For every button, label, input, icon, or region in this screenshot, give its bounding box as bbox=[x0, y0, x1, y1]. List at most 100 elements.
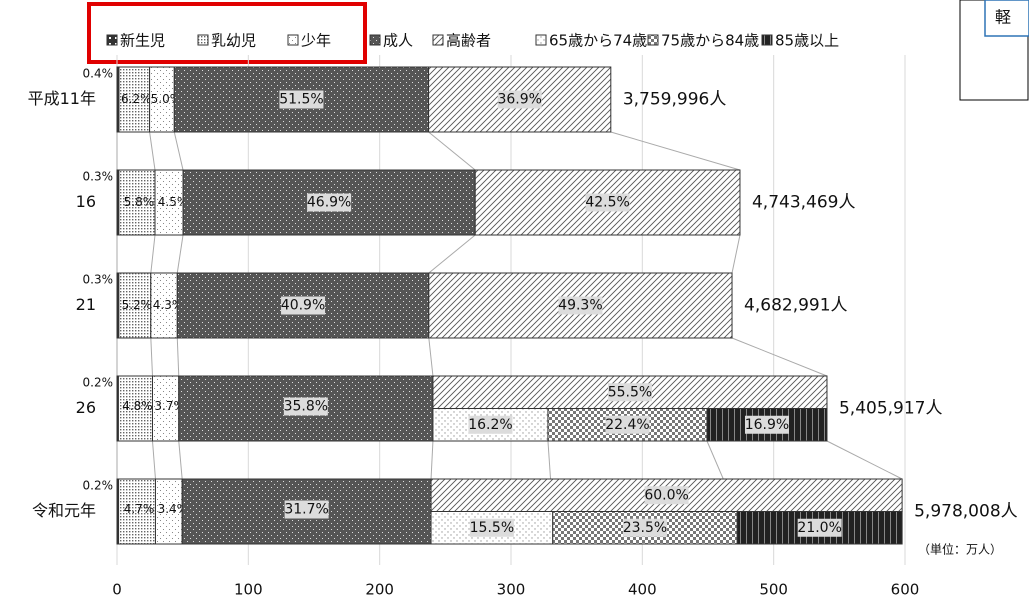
connector bbox=[150, 234, 156, 274]
legend-label: 乳幼児 bbox=[211, 32, 256, 50]
data-label: 35.8% bbox=[284, 399, 328, 415]
data-label: 0.3% bbox=[83, 170, 114, 184]
data-label: 5.8% bbox=[124, 195, 155, 209]
bar-segment bbox=[118, 272, 152, 339]
connector bbox=[826, 440, 903, 480]
label-bg bbox=[585, 193, 630, 212]
legend-swatch bbox=[197, 34, 209, 46]
label-bg bbox=[744, 415, 789, 434]
bar-segment bbox=[118, 169, 156, 236]
legend-label: 75歳から84歳 bbox=[661, 32, 759, 50]
connector bbox=[430, 440, 434, 480]
connector bbox=[176, 234, 184, 274]
data-label: 40.9% bbox=[281, 298, 325, 314]
bar-segment bbox=[118, 66, 151, 133]
x-tick-label: 200 bbox=[365, 581, 394, 599]
x-tick-label: 100 bbox=[234, 581, 263, 599]
data-label: 0.4% bbox=[83, 67, 114, 81]
data-label: 3.7% bbox=[154, 399, 185, 413]
data-label: 0.2% bbox=[83, 376, 114, 390]
label-bg bbox=[622, 518, 667, 537]
label-bg bbox=[281, 296, 326, 315]
connector bbox=[150, 337, 153, 377]
connector bbox=[428, 337, 434, 377]
data-label: 36.9% bbox=[497, 92, 541, 108]
data-label: 55.5% bbox=[608, 384, 652, 400]
x-tick-label: 0 bbox=[112, 581, 122, 599]
legend-swatch bbox=[432, 34, 444, 46]
data-label: 6.2% bbox=[121, 92, 152, 106]
highlight-box bbox=[87, 2, 367, 64]
bar-segment bbox=[117, 375, 153, 442]
unit-label: （単位：万人） bbox=[918, 542, 1002, 557]
connector bbox=[178, 440, 183, 480]
legend-label: 少年 bbox=[301, 32, 331, 50]
connector bbox=[152, 440, 156, 480]
label-bg bbox=[469, 518, 514, 537]
data-label: 51.5% bbox=[279, 92, 323, 108]
legend-swatch bbox=[761, 34, 773, 46]
data-label: 4.7% bbox=[124, 502, 155, 516]
data-label: 42.5% bbox=[585, 195, 629, 211]
data-label: 31.7% bbox=[284, 502, 328, 518]
side-box bbox=[959, 0, 1029, 101]
data-label: 60.0% bbox=[644, 487, 688, 503]
label-bg bbox=[607, 383, 652, 402]
y-tick-label: 26 bbox=[76, 398, 96, 417]
data-label: 4.3% bbox=[153, 298, 184, 312]
data-label: 16.9% bbox=[745, 417, 789, 433]
data-label: 5.2% bbox=[122, 298, 153, 312]
y-tick-label: 令和元年 bbox=[32, 501, 96, 520]
connector bbox=[731, 234, 741, 274]
bar-segment bbox=[154, 169, 184, 236]
total-label: 3,759,996人 bbox=[623, 90, 727, 110]
legend-swatch bbox=[369, 34, 381, 46]
x-tick-label: 300 bbox=[497, 581, 526, 599]
data-label: 15.5% bbox=[470, 520, 514, 536]
legend-swatch bbox=[535, 34, 547, 46]
connector bbox=[149, 131, 156, 171]
legend-label: 85歳以上 bbox=[775, 32, 839, 50]
label-bg bbox=[284, 500, 329, 519]
legend-label: 65歳から74歳 bbox=[549, 32, 647, 50]
side-note: 軽 bbox=[995, 8, 1011, 27]
legend-swatch bbox=[287, 34, 299, 46]
label-bg bbox=[558, 296, 603, 315]
side-note-box bbox=[984, 0, 1029, 37]
data-label: 16.2% bbox=[468, 417, 512, 433]
data-label: 22.4% bbox=[605, 417, 649, 433]
data-label: 5.0% bbox=[151, 92, 182, 106]
legend-swatch bbox=[106, 34, 118, 46]
label-bg bbox=[497, 90, 542, 109]
y-tick-label: 21 bbox=[76, 295, 96, 314]
label-bg bbox=[605, 415, 650, 434]
label-bg bbox=[644, 486, 689, 505]
connector bbox=[176, 337, 180, 377]
bar-segment bbox=[118, 478, 156, 545]
data-label: 0.2% bbox=[83, 479, 114, 493]
data-label: 4.8% bbox=[122, 399, 153, 413]
x-tick-label: 400 bbox=[628, 581, 657, 599]
y-tick-label: 16 bbox=[76, 192, 96, 211]
connector bbox=[173, 131, 184, 171]
total-label: 5,405,917人 bbox=[839, 399, 943, 419]
connector bbox=[731, 337, 828, 377]
data-label: 46.9% bbox=[307, 195, 351, 211]
connector bbox=[428, 131, 476, 171]
total-label: 5,978,008人 bbox=[914, 502, 1018, 522]
bar-segment bbox=[149, 66, 175, 133]
legend-label: 新生児 bbox=[120, 32, 165, 50]
data-label: 3.4% bbox=[158, 502, 189, 516]
x-tick-label: 500 bbox=[759, 581, 788, 599]
label-bg bbox=[797, 518, 842, 537]
data-label: 49.3% bbox=[558, 298, 602, 314]
label-bg bbox=[283, 397, 328, 416]
data-label: 21.0% bbox=[797, 520, 841, 536]
x-tick-label: 600 bbox=[891, 581, 920, 599]
total-label: 4,682,991人 bbox=[744, 296, 848, 316]
connector bbox=[610, 131, 741, 171]
connector bbox=[428, 234, 476, 274]
legend-swatch bbox=[647, 34, 659, 46]
label-bg bbox=[468, 415, 513, 434]
